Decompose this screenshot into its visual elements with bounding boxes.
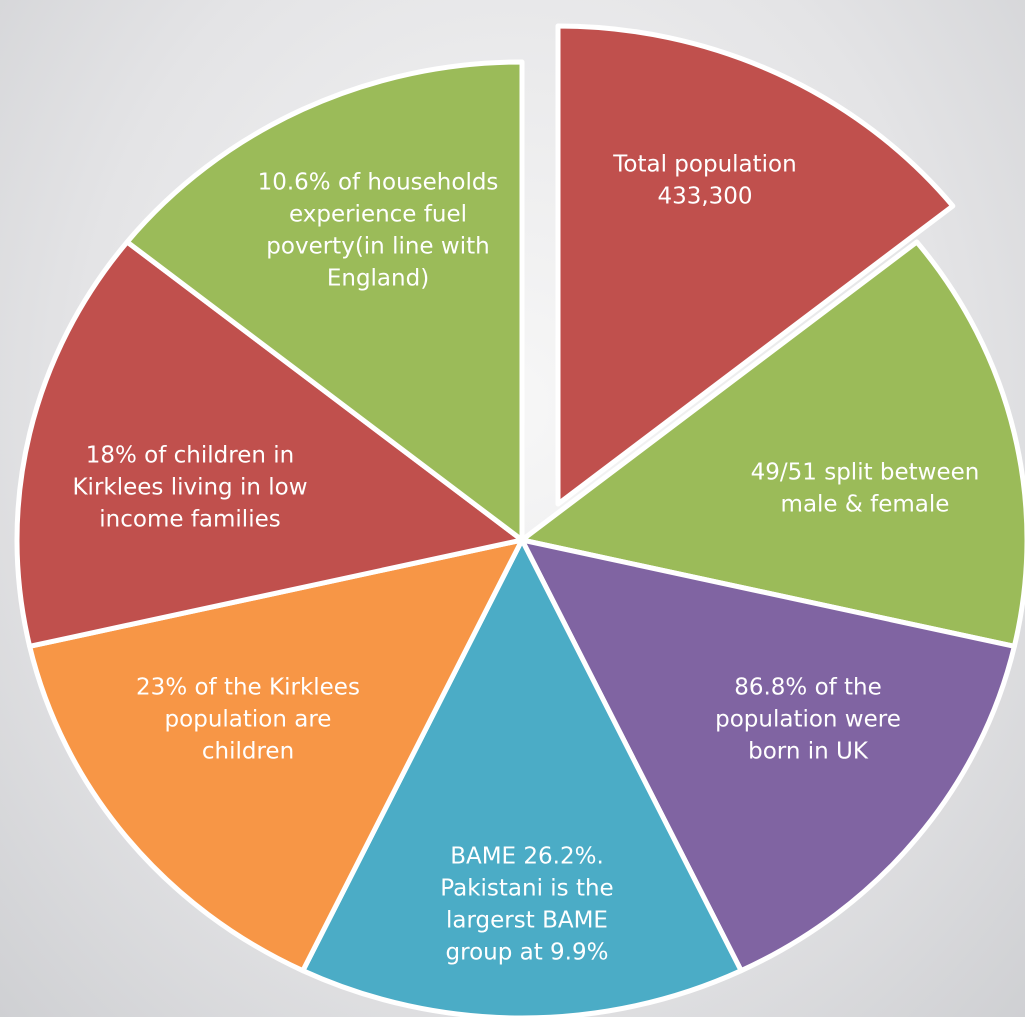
segment-label: England) [327, 266, 429, 292]
segment-label: BAME 26.2%. [450, 844, 604, 870]
pie-segment [519, 239, 1025, 649]
segment-label: 49/51 split between [751, 460, 980, 486]
segment-label: group at 9.9% [446, 940, 609, 966]
segment-label: Total population [612, 152, 796, 178]
segment-label: 433,300 [657, 184, 752, 210]
segment-label: born in UK [748, 739, 869, 765]
pie-segment [124, 59, 525, 543]
pie-segment [300, 537, 744, 1017]
segment-label: 10.6% of households [258, 170, 499, 196]
segment-label: 18% of children in [86, 443, 294, 469]
pie-segment [555, 23, 956, 507]
segment-label: Pakistani is the [440, 876, 613, 902]
segment-label: 23% of the Kirklees [136, 675, 360, 701]
segment-label: male & female [781, 492, 950, 518]
segment-label: 86.8% of the [734, 675, 882, 701]
pie-segment [519, 537, 1017, 974]
segment-label: poverty(in line with [266, 234, 489, 260]
segment-label: population were [715, 707, 901, 733]
segment-label: population are [165, 707, 332, 733]
segment-label: largerst BAME [446, 908, 608, 934]
pie-segment [14, 239, 525, 649]
segment-label: Kirklees living in low [72, 475, 307, 501]
segment-label: income families [99, 507, 280, 533]
pie-segment [27, 537, 525, 974]
segment-label: experience fuel [289, 202, 467, 228]
segment-label: children [202, 739, 294, 765]
